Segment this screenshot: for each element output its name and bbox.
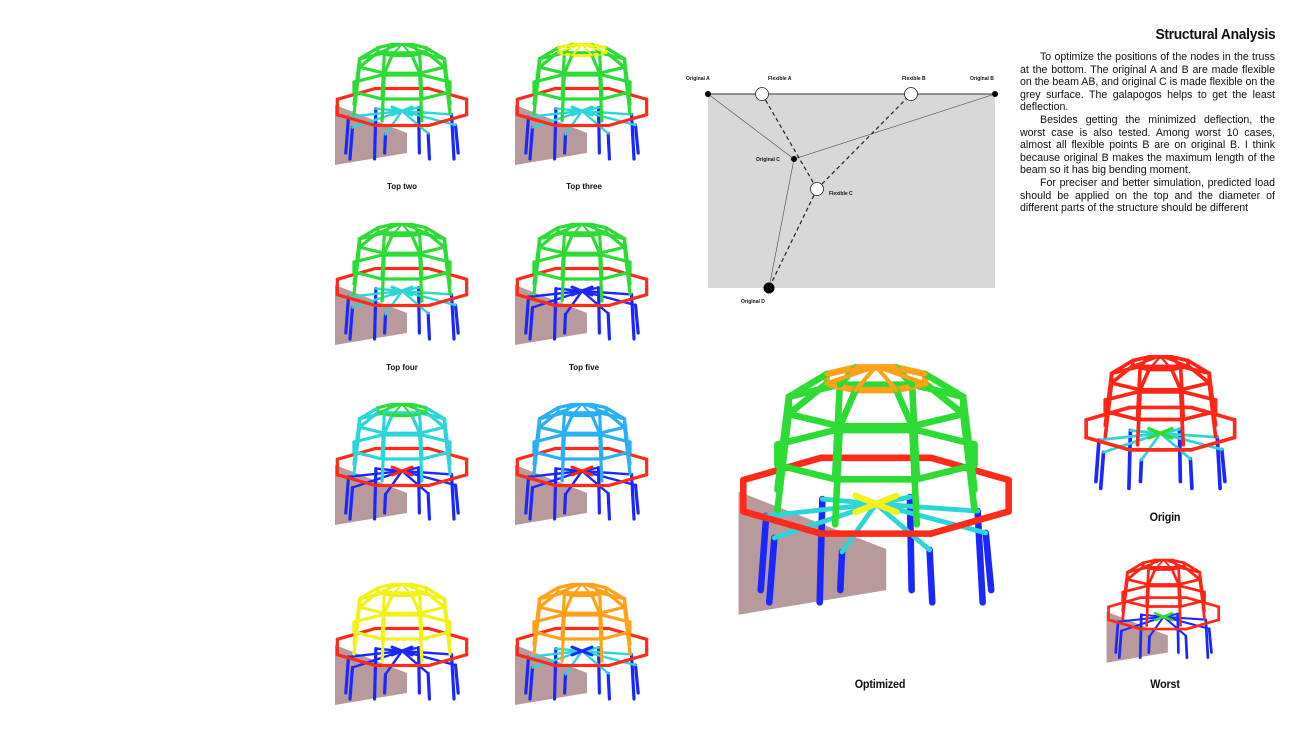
label-original-b: Original B xyxy=(970,76,994,82)
caption-worst: Worst xyxy=(1150,677,1180,691)
label-flexible-b: Flexible B xyxy=(902,76,926,82)
member-a-c xyxy=(707,93,795,160)
structure-origin xyxy=(1084,355,1237,491)
paragraph-1: To optimize the positions of the nodes i… xyxy=(1020,51,1275,114)
flexible-c-node xyxy=(810,182,824,196)
label-original-a: Original A xyxy=(686,76,710,82)
label-original-d: Original D xyxy=(741,299,765,305)
caption-origin: Origin xyxy=(1149,510,1181,524)
caption-optimized: Optimized xyxy=(854,677,906,691)
original-c-node xyxy=(791,156,797,162)
flexible-a-node xyxy=(755,87,769,101)
original-a-node xyxy=(705,91,711,97)
structure-top-three xyxy=(515,42,649,165)
structure-row-four-left xyxy=(335,582,469,705)
caption-top-two: Top two xyxy=(386,182,418,191)
structure-top-four xyxy=(335,222,469,345)
flex-c-b xyxy=(816,93,912,190)
paragraph-3: For preciser and better simulation, pred… xyxy=(1020,176,1275,215)
original-b-node xyxy=(992,91,998,97)
caption-top-four: Top four xyxy=(386,363,418,372)
structure-row-three-left xyxy=(335,402,469,525)
caption-top-five: Top five xyxy=(568,363,600,372)
structure-optimized xyxy=(738,364,1012,615)
member-c-b xyxy=(793,93,996,160)
structure-top-five xyxy=(515,222,649,345)
paragraph-2: Besides getting the minimized deflection… xyxy=(1020,113,1275,177)
flexible-b-node xyxy=(904,87,918,101)
node-diagram: Original A Flexible A Flexible B Origina… xyxy=(686,76,998,305)
page-title: Structural Analysis xyxy=(1154,26,1275,43)
structure-worst xyxy=(1106,558,1221,663)
description-text: To optimize the positions of the nodes i… xyxy=(1020,51,1275,215)
label-original-c: Original C xyxy=(756,157,780,163)
flex-c-d xyxy=(768,188,818,289)
label-flexible-a: Flexible A xyxy=(768,76,792,82)
original-d-node xyxy=(763,282,775,294)
flex-a-c xyxy=(761,93,818,190)
structure-top-two xyxy=(335,42,469,165)
caption-top-three: Top three xyxy=(566,182,602,191)
structure-row-four-right xyxy=(515,582,649,705)
grey-surface xyxy=(708,94,995,288)
member-c-d xyxy=(768,158,795,289)
structure-row-three-right xyxy=(515,402,649,525)
label-flexible-c: Flexible C xyxy=(829,191,853,197)
